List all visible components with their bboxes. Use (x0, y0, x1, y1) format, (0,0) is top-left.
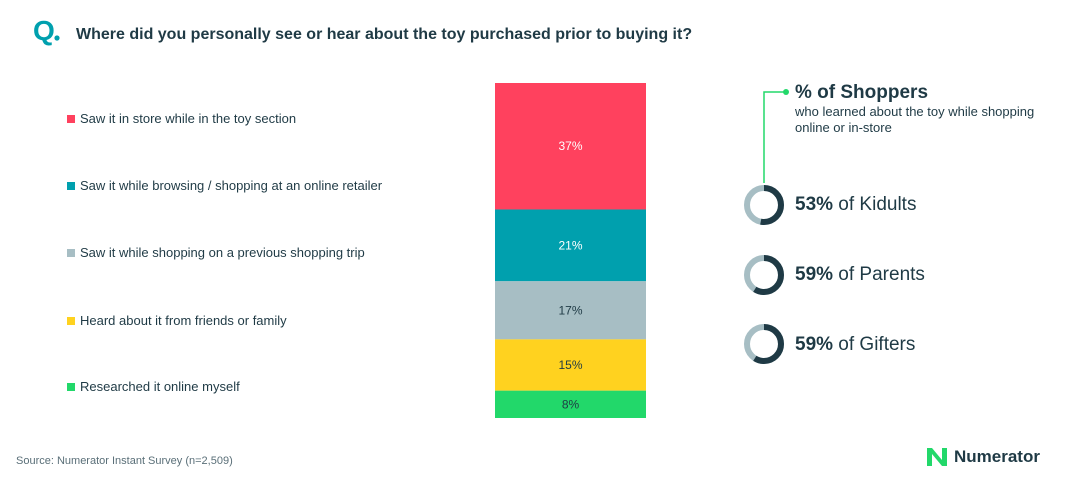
legend-label-2: Saw it while browsing / shopping at an o… (80, 178, 383, 193)
stat-kidults: 53% of Kidults (795, 194, 916, 216)
bar-segment-3 (495, 281, 646, 340)
legend-item-5: Researched it online myself (67, 379, 240, 394)
callout-subtitle: who learned about the toy while shopping… (795, 104, 1035, 135)
callout-connector (763, 89, 789, 183)
bar-segment-4 (495, 339, 646, 391)
stat-value: 59% (795, 334, 834, 355)
bar-value-label-3: 17% (558, 303, 582, 317)
source-note: Source: Numerator Instant Survey (n=2,50… (16, 455, 233, 467)
stat-label: of Parents (833, 264, 925, 285)
callout-line (763, 91, 784, 183)
legend-swatch-3 (67, 248, 75, 257)
q-logo-icon: Q (33, 16, 60, 46)
ring-fill-2 (744, 255, 784, 295)
callout-title: % of Shoppers (795, 82, 929, 103)
stat-parents: 59% of Parents (795, 264, 925, 286)
ring-fill-1 (744, 185, 784, 225)
legend-item-3: Saw it while shopping on a previous shop… (67, 245, 365, 260)
q-letter: Q (33, 16, 55, 46)
bar-segment-5 (495, 390, 646, 418)
stat-value: 59% (795, 264, 834, 285)
stacked-bar: 37% 21% 17% 15% 8% (495, 83, 646, 418)
legend-label-5: Researched it online myself (80, 379, 240, 394)
legend-item-4: Heard about it from friends or family (67, 313, 287, 328)
stat-gifters: 59% of Gifters (795, 334, 915, 356)
legend-swatch-4 (67, 316, 75, 325)
stat-label: of Kidults (833, 194, 917, 215)
bar-value-label-4: 15% (558, 358, 582, 372)
brand-name: Numerator (954, 447, 1040, 466)
legend-item-1: Saw it in store while in the toy section (67, 111, 296, 126)
legend-swatch-5 (67, 382, 75, 391)
stat-label: of Gifters (833, 334, 916, 355)
legend-label-4: Heard about it from friends or family (80, 313, 287, 328)
legend-label-1: Saw it in store while in the toy section (80, 111, 297, 126)
legend-label-3: Saw it while shopping on a previous shop… (80, 245, 365, 260)
numerator-logo-icon (927, 448, 947, 466)
bar-value-label-1: 37% (558, 139, 582, 153)
stat-value: 53% (795, 194, 834, 215)
numerator-logo: Numerator (926, 447, 1040, 467)
legend-item-2: Saw it while browsing / shopping at an o… (67, 178, 382, 193)
bar-value-label-5: 8% (562, 397, 580, 411)
bar-segment-2 (495, 209, 646, 282)
ring-fill-3 (744, 324, 784, 364)
legend-swatch-2 (67, 181, 75, 190)
bar-segment-1 (495, 83, 646, 210)
callout-dot (783, 89, 789, 95)
question-title: Where did you personally see or hear abo… (76, 26, 693, 43)
bar-value-label-2: 21% (558, 238, 582, 252)
legend-swatch-1 (67, 114, 75, 123)
stat-rings (744, 185, 784, 364)
